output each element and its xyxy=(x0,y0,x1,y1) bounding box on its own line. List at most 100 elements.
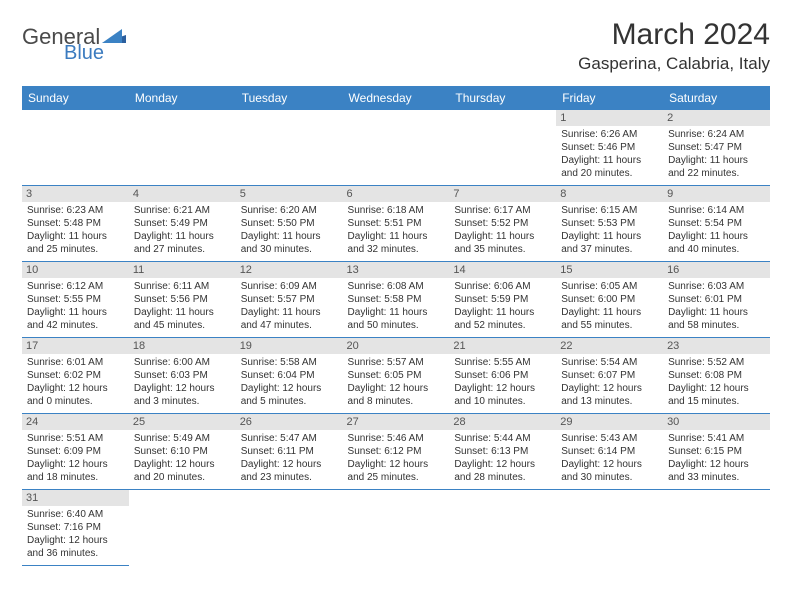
day-number: 5 xyxy=(236,186,343,202)
sunset-text: Sunset: 6:13 PM xyxy=(454,445,551,458)
sunrise-text: Sunrise: 6:03 AM xyxy=(668,280,765,293)
calendar-week-row: 24Sunrise: 5:51 AMSunset: 6:09 PMDayligh… xyxy=(22,414,770,490)
day-details: Sunrise: 6:23 AMSunset: 5:48 PMDaylight:… xyxy=(27,204,124,256)
day-number: 18 xyxy=(129,338,236,354)
daylight-text: Daylight: 11 hours and 30 minutes. xyxy=(241,230,338,256)
day-number: 7 xyxy=(449,186,556,202)
daylight-text: Daylight: 11 hours and 52 minutes. xyxy=(454,306,551,332)
day-number: 1 xyxy=(556,110,663,126)
daylight-text: Daylight: 11 hours and 27 minutes. xyxy=(134,230,231,256)
calendar-cell: 10Sunrise: 6:12 AMSunset: 5:55 PMDayligh… xyxy=(22,262,129,338)
sunset-text: Sunset: 6:05 PM xyxy=(348,369,445,382)
day-details: Sunrise: 6:17 AMSunset: 5:52 PMDaylight:… xyxy=(454,204,551,256)
day-details: Sunrise: 6:05 AMSunset: 6:00 PMDaylight:… xyxy=(561,280,658,332)
sunrise-text: Sunrise: 5:44 AM xyxy=(454,432,551,445)
sunset-text: Sunset: 6:11 PM xyxy=(241,445,338,458)
sunset-text: Sunset: 6:14 PM xyxy=(561,445,658,458)
calendar-cell: 26 Sunrise: 5:47 AMSunset: 6:11 PMDayligh… xyxy=(236,414,343,490)
day-number: 29 xyxy=(556,414,663,430)
day-details: Sunrise: 5:46 AMSunset: 6:12 PMDaylight:… xyxy=(348,432,445,484)
calendar-cell: 13Sunrise: 6:08 AMSunset: 5:58 PMDayligh… xyxy=(343,262,450,338)
calendar-cell: 7 Sunrise: 6:17 AMSunset: 5:52 PMDaylight… xyxy=(449,186,556,262)
sunrise-text: Sunrise: 6:17 AM xyxy=(454,204,551,217)
day-details: Sunrise: 5:58 AMSunset: 6:04 PMDaylight:… xyxy=(241,356,338,408)
sunrise-text: Sunrise: 6:11 AM xyxy=(134,280,231,293)
calendar-cell: 17Sunrise: 6:01 AMSunset: 6:02 PMDayligh… xyxy=(22,338,129,414)
sunset-text: Sunset: 5:50 PM xyxy=(241,217,338,230)
daylight-text: Daylight: 11 hours and 47 minutes. xyxy=(241,306,338,332)
day-number: 8 xyxy=(556,186,663,202)
calendar-cell: 28Sunrise: 5:44 AMSunset: 6:13 PMDayligh… xyxy=(449,414,556,490)
calendar-cell xyxy=(129,490,236,566)
weekday-header: Wednesday xyxy=(343,86,450,110)
daylight-text: Daylight: 12 hours and 18 minutes. xyxy=(27,458,124,484)
day-details: Sunrise: 5:55 AMSunset: 6:06 PMDaylight:… xyxy=(454,356,551,408)
sunset-text: Sunset: 6:08 PM xyxy=(668,369,765,382)
day-details: Sunrise: 5:49 AMSunset: 6:10 PMDaylight:… xyxy=(134,432,231,484)
daylight-text: Daylight: 12 hours and 25 minutes. xyxy=(348,458,445,484)
day-number: 3 xyxy=(22,186,129,202)
sunrise-text: Sunrise: 6:05 AM xyxy=(561,280,658,293)
sunrise-text: Sunrise: 5:49 AM xyxy=(134,432,231,445)
day-number: 14 xyxy=(449,262,556,278)
sunset-text: Sunset: 5:47 PM xyxy=(668,141,765,154)
day-number: 19 xyxy=(236,338,343,354)
location-label: Gasperina, Calabria, Italy xyxy=(578,54,770,74)
sunrise-text: Sunrise: 6:18 AM xyxy=(348,204,445,217)
weekday-header: Sunday xyxy=(22,86,129,110)
calendar-cell: 4Sunrise: 6:21 AMSunset: 5:49 PMDaylight… xyxy=(129,186,236,262)
day-details: Sunrise: 6:15 AMSunset: 5:53 PMDaylight:… xyxy=(561,204,658,256)
day-number: 26 xyxy=(236,414,343,430)
day-details: Sunrise: 6:24 AMSunset: 5:47 PMDaylight:… xyxy=(668,128,765,180)
calendar-cell: 31Sunrise: 6:40 AMSunset: 7:16 PMDayligh… xyxy=(22,490,129,566)
month-title: March 2024 xyxy=(578,18,770,52)
calendar-cell: 5 Sunrise: 6:20 AMSunset: 5:50 PMDaylight… xyxy=(236,186,343,262)
calendar-cell: 12Sunrise: 6:09 AMSunset: 5:57 PMDayligh… xyxy=(236,262,343,338)
day-number: 16 xyxy=(663,262,770,278)
calendar-cell: 27 Sunrise: 5:46 AMSunset: 6:12 PMDayligh… xyxy=(343,414,450,490)
day-number: 10 xyxy=(22,262,129,278)
sunset-text: Sunset: 6:10 PM xyxy=(134,445,231,458)
day-number: 27 xyxy=(343,414,450,430)
sunrise-text: Sunrise: 6:26 AM xyxy=(561,128,658,141)
day-number: 4 xyxy=(129,186,236,202)
daylight-text: Daylight: 11 hours and 50 minutes. xyxy=(348,306,445,332)
sunset-text: Sunset: 5:46 PM xyxy=(561,141,658,154)
day-details: Sunrise: 6:00 AMSunset: 6:03 PMDaylight:… xyxy=(134,356,231,408)
daylight-text: Daylight: 12 hours and 8 minutes. xyxy=(348,382,445,408)
calendar-week-row: 10Sunrise: 6:12 AMSunset: 5:55 PMDayligh… xyxy=(22,262,770,338)
calendar-cell: 14Sunrise: 6:06 AMSunset: 5:59 PMDayligh… xyxy=(449,262,556,338)
sunrise-text: Sunrise: 6:24 AM xyxy=(668,128,765,141)
calendar-cell xyxy=(22,110,129,186)
day-number: 30 xyxy=(663,414,770,430)
sunset-text: Sunset: 5:54 PM xyxy=(668,217,765,230)
sunrise-text: Sunrise: 5:41 AM xyxy=(668,432,765,445)
day-details: Sunrise: 6:09 AMSunset: 5:57 PMDaylight:… xyxy=(241,280,338,332)
daylight-text: Daylight: 11 hours and 45 minutes. xyxy=(134,306,231,332)
day-details: Sunrise: 6:03 AMSunset: 6:01 PMDaylight:… xyxy=(668,280,765,332)
calendar-week-row: 3 Sunrise: 6:23 AMSunset: 5:48 PMDaylight… xyxy=(22,186,770,262)
sunrise-text: Sunrise: 5:55 AM xyxy=(454,356,551,369)
sunset-text: Sunset: 6:07 PM xyxy=(561,369,658,382)
sunrise-text: Sunrise: 6:23 AM xyxy=(27,204,124,217)
calendar-cell xyxy=(129,110,236,186)
daylight-text: Daylight: 12 hours and 3 minutes. xyxy=(134,382,231,408)
calendar-week-row: 1Sunrise: 6:26 AMSunset: 5:46 PMDaylight… xyxy=(22,110,770,186)
calendar-week-row: 31Sunrise: 6:40 AMSunset: 7:16 PMDayligh… xyxy=(22,490,770,566)
day-number: 22 xyxy=(556,338,663,354)
calendar-week-row: 17Sunrise: 6:01 AMSunset: 6:02 PMDayligh… xyxy=(22,338,770,414)
sunset-text: Sunset: 6:06 PM xyxy=(454,369,551,382)
calendar-cell: 21Sunrise: 5:55 AMSunset: 6:06 PMDayligh… xyxy=(449,338,556,414)
sunrise-text: Sunrise: 6:20 AM xyxy=(241,204,338,217)
calendar-cell xyxy=(343,490,450,566)
calendar-cell: 11Sunrise: 6:11 AMSunset: 5:56 PMDayligh… xyxy=(129,262,236,338)
calendar-cell: 24Sunrise: 5:51 AMSunset: 6:09 PMDayligh… xyxy=(22,414,129,490)
sunset-text: Sunset: 6:04 PM xyxy=(241,369,338,382)
sunrise-text: Sunrise: 6:06 AM xyxy=(454,280,551,293)
day-details: Sunrise: 6:08 AMSunset: 5:58 PMDaylight:… xyxy=(348,280,445,332)
sunrise-text: Sunrise: 5:58 AM xyxy=(241,356,338,369)
calendar-cell: 15Sunrise: 6:05 AMSunset: 6:00 PMDayligh… xyxy=(556,262,663,338)
day-details: Sunrise: 6:01 AMSunset: 6:02 PMDaylight:… xyxy=(27,356,124,408)
day-details: Sunrise: 5:47 AMSunset: 6:11 PMDaylight:… xyxy=(241,432,338,484)
title-block: March 2024 Gasperina, Calabria, Italy xyxy=(578,18,770,74)
